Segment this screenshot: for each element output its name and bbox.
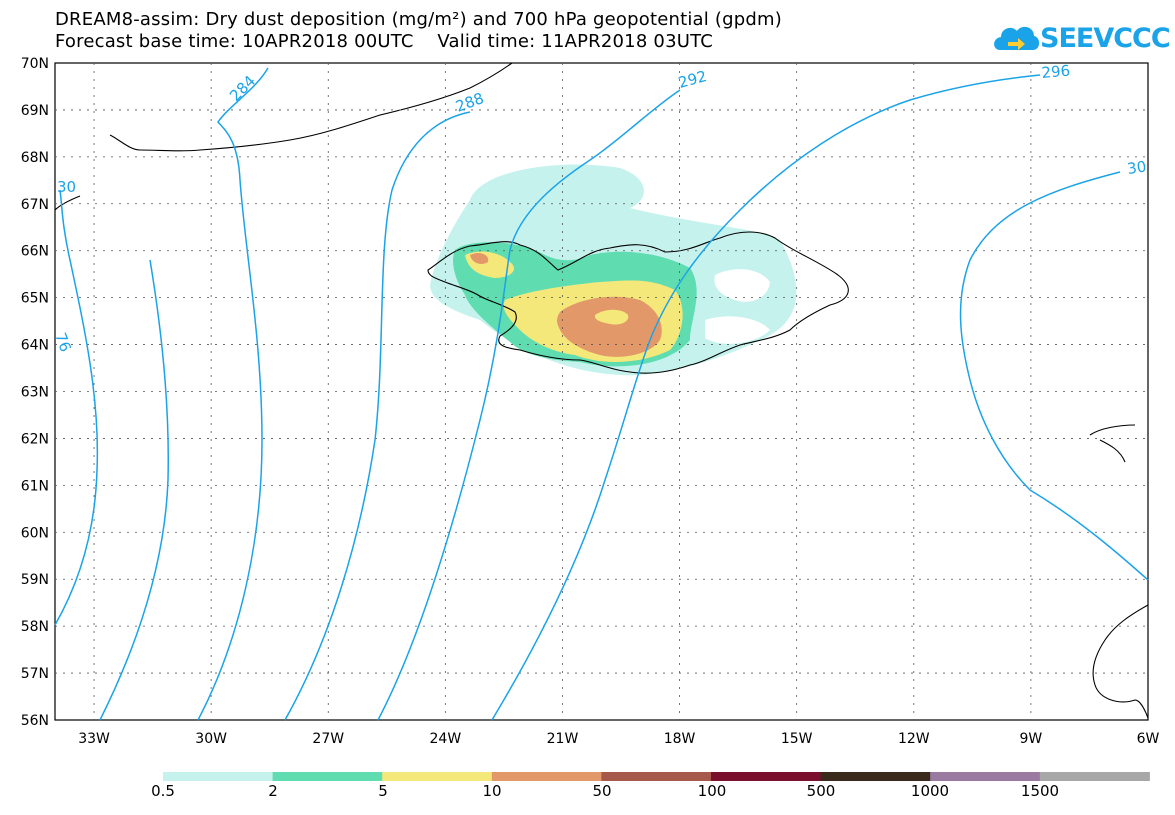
lat-tick-label: 61N [21,478,49,494]
lat-tick-label: 69N [21,103,49,119]
greenland-coast [54,62,513,211]
lat-tick-label: 64N [21,338,49,354]
lat-tick-label: 56N [21,713,49,729]
legend-swatch [382,772,493,781]
lat-tick-label: 70N [21,56,49,72]
dust-deposition-field [430,164,797,376]
lon-tick-label: 12W [898,731,930,747]
legend-label: 50 [592,782,612,800]
legend-swatch [930,772,1041,781]
legend-label: 10 [482,782,502,800]
forecast-time-line: Forecast base time: 10APR2018 00UTC Vali… [55,31,714,52]
lat-tick-label: 58N [21,619,49,635]
contour-label-276: 76 [51,330,74,354]
lat-tick-label: 57N [21,666,49,682]
legend-label: 2 [268,782,278,800]
legend-swatch [711,772,822,781]
legend-swatch [820,772,931,781]
lat-tick-label: 60N [21,525,49,541]
dust-hole [594,309,629,325]
cloud-icon [994,26,1040,50]
lat-tick-label: 62N [21,431,49,447]
legend-swatch [1039,772,1150,781]
contour-label-296: 296 [1041,62,1071,82]
lat-tick-label: 66N [21,244,49,260]
lat-tick-label: 65N [21,291,49,307]
lat-tick-label: 63N [21,385,49,401]
legend-label: 5 [378,782,388,800]
contour-296 [959,171,1149,581]
coastlines [54,62,1149,719]
iceland-coast [427,231,849,374]
contour-label-280: 30 [57,178,76,196]
dust-clear-area [705,269,770,344]
lon-tick-label: 21W [547,731,579,747]
lon-tick-label: 24W [430,731,462,747]
scotland-coast [1092,604,1149,719]
geopotential-contours [54,67,1149,721]
lat-tick-label: 59N [21,572,49,588]
seevccc-logo: SEEVCCC [990,18,1171,58]
legend-swatch [163,772,274,781]
lon-tick-label: 33W [78,731,110,747]
contour-292 [491,74,1041,721]
contour-276 [54,189,99,626]
latitude-tick-labels: 56N 57N 58N 59N 60N 61N 62N 63N 64N 65N 66N 67N 68N 6… [21,56,49,729]
faroe-coast [1089,424,1136,463]
lat-tick-label: 67N [21,197,49,213]
lon-tick-label: 27W [312,731,344,747]
lon-tick-label: 15W [781,731,813,747]
legend-swatch [272,772,383,781]
contour-288b [377,89,681,721]
logo-text: SEEVCCC [1040,23,1171,54]
legend-label: 500 [806,782,836,800]
contour-284 [197,67,269,721]
lat-tick-label: 68N [21,150,49,166]
legend-label: 0.5 [151,782,175,800]
lon-tick-label: 9W [1020,731,1043,747]
legend-label: 100 [697,782,727,800]
legend-label: 1500 [1020,782,1060,800]
lon-tick-label: 30W [195,731,227,747]
contour-288 [284,111,471,721]
legend-swatch [601,772,712,781]
contour-280 [99,259,169,721]
contour-label-300: 30 [1126,157,1147,177]
legend-label: 1000 [910,782,950,800]
lon-tick-label: 18W [664,731,696,747]
longitude-tick-labels: 33W 30W 27W 24W 21W 18W 15W 12W 9W 6W [78,731,1159,747]
dust-level-10 [470,252,662,357]
legend-swatch [491,772,602,781]
legend-color-bar [163,772,1150,781]
lon-tick-label: 6W [1137,731,1160,747]
map-title: DREAM8-assim: Dry dust deposition (mg/m²… [55,9,782,30]
